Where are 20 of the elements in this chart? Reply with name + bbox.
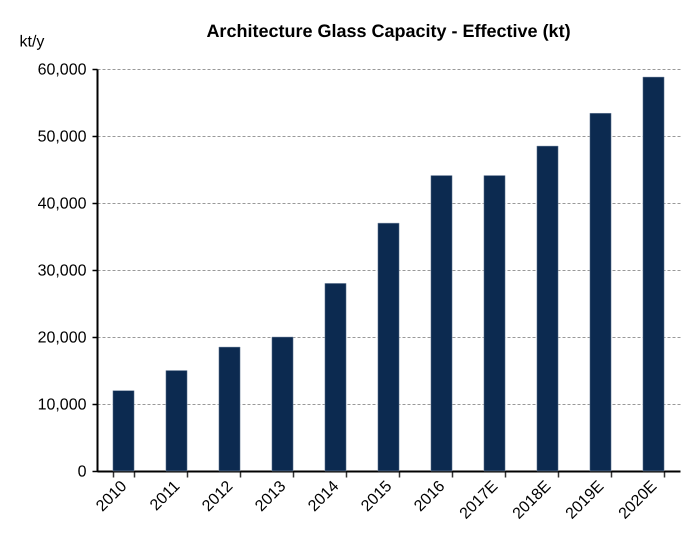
bar xyxy=(484,175,506,472)
y-tick-label: 0 xyxy=(78,464,87,480)
bar xyxy=(430,175,452,472)
bar xyxy=(378,222,400,472)
chart-title: Architecture Glass Capacity - Effective (kt) xyxy=(206,21,571,41)
bar xyxy=(642,76,664,472)
y-tick-label: 50,000 xyxy=(38,128,87,146)
bar xyxy=(272,336,294,472)
y-tick-label: 40,000 xyxy=(38,196,87,212)
bar xyxy=(218,346,240,472)
y-tick-label: 30,000 xyxy=(38,262,87,280)
bar xyxy=(112,390,134,472)
y-axis-title: kt/y xyxy=(20,34,44,50)
bar xyxy=(324,283,346,472)
bar xyxy=(590,112,612,472)
y-tick-label: 20,000 xyxy=(38,330,87,346)
y-tick-label: 60,000 xyxy=(38,62,87,78)
bar xyxy=(536,146,558,472)
y-tick-label: 10,000 xyxy=(38,396,87,414)
bar xyxy=(166,370,188,472)
